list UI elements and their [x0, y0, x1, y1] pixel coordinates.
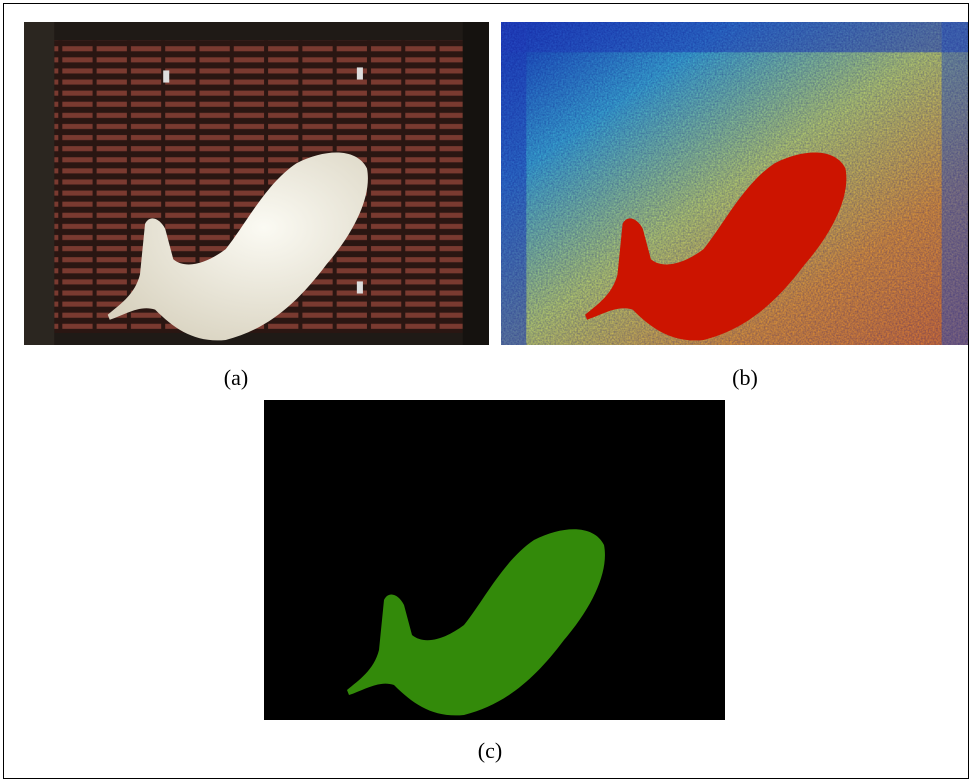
panel-caption: (b) [732, 365, 758, 390]
photo-panel [24, 22, 489, 345]
panel-caption: (c) [477, 738, 503, 763]
panel-caption: (a) [223, 365, 249, 390]
mask-panel [264, 400, 725, 720]
figure-frame [3, 3, 969, 779]
heatmap-panel [501, 22, 968, 345]
